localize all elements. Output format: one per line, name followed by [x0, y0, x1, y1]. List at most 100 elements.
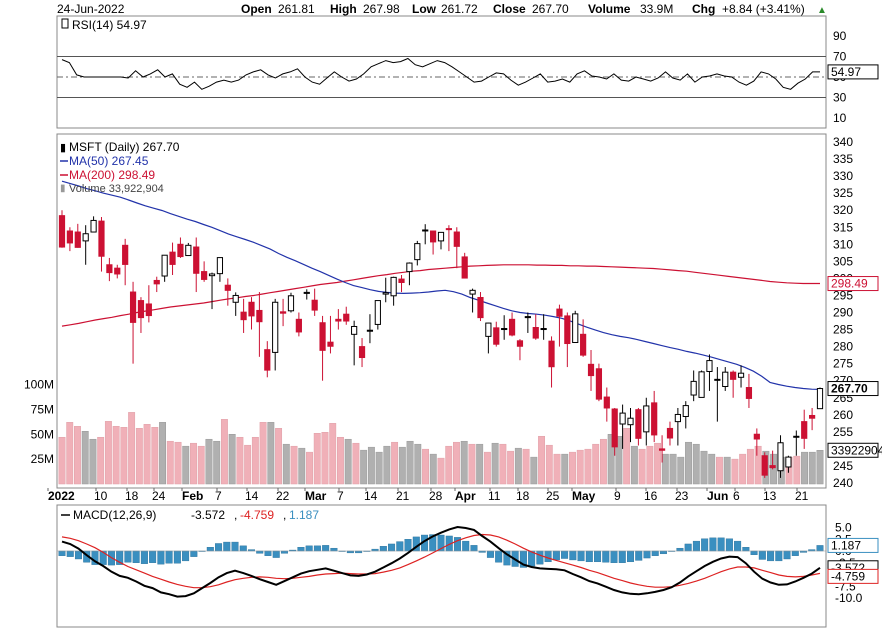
legend-hist-value: 1.187 [289, 508, 319, 522]
candlestick [248, 297, 255, 330]
candle-body [66, 230, 73, 244]
x-axis-label: 28 [429, 489, 443, 503]
volume-bar [128, 412, 136, 485]
candlestick [540, 314, 547, 340]
volume-bar [166, 440, 174, 485]
candlestick [619, 404, 626, 449]
price-tick-label: 305 [833, 254, 853, 268]
candle-body [730, 371, 737, 380]
candle-body [58, 215, 66, 248]
axis-layer: 9070503010340335330325320315310305300295… [24, 29, 882, 605]
volume-layer [58, 412, 824, 485]
candlestick [493, 321, 500, 347]
legend-ticker: MSFT (Daily) 267.70 [69, 140, 180, 154]
candlestick [666, 421, 674, 446]
x-axis-label: 7 [215, 489, 222, 503]
candle-body [122, 244, 129, 265]
volume-bar [422, 448, 429, 485]
candlestick [208, 272, 216, 310]
candlestick [793, 430, 800, 456]
volume-bar [460, 440, 468, 485]
candle-body [761, 455, 768, 476]
candle-body [287, 295, 295, 312]
candle-body [635, 409, 642, 439]
volume-bar [352, 442, 360, 485]
x-axis-label: 2022 [48, 489, 75, 503]
candlestick [548, 336, 555, 388]
volume-bar [367, 446, 375, 485]
candlestick [366, 314, 374, 344]
candle-body [540, 328, 547, 331]
header-chg-value: +8.84 (+3.41%) [722, 2, 805, 16]
macd-histogram-bar [462, 540, 470, 552]
x-axis-label: 22 [276, 489, 290, 503]
candle-body [595, 368, 603, 400]
x-axis-label: 9 [614, 489, 621, 503]
candle-body [809, 414, 816, 419]
volume-bar [306, 451, 313, 485]
candlestick [193, 237, 200, 293]
legend-ma200: MA(200) 298.49 [69, 168, 155, 182]
candle-body [485, 322, 492, 337]
candle-body [658, 448, 666, 451]
macd-histogram-bar [544, 550, 552, 563]
volume-bar [638, 448, 646, 485]
candlestick [627, 407, 634, 443]
ma200-tag: 298.49 [831, 277, 868, 291]
volume-bar [646, 445, 654, 485]
price-tick-label: 340 [833, 135, 853, 149]
candlestick [327, 315, 334, 354]
macd-histogram-bar [470, 545, 478, 552]
candlestick [114, 264, 121, 279]
price-tick-label: 285 [833, 323, 853, 337]
volume-bar [553, 453, 561, 485]
candlestick [674, 407, 681, 446]
price-tick-label: 280 [833, 340, 853, 354]
candle-body [256, 309, 263, 323]
volume-bar [228, 434, 236, 485]
macd-tick-label: -10.0 [835, 591, 863, 605]
candle-body [358, 346, 366, 359]
volume-bar [731, 458, 739, 485]
price-tick-label: 245 [833, 459, 853, 473]
macd-line [61, 525, 821, 598]
macd-histogram-bar [750, 550, 758, 555]
price-tick-label: 240 [833, 476, 853, 490]
candlestick [390, 276, 397, 306]
candle-body [74, 231, 81, 248]
candle-body [161, 254, 168, 277]
candlestick [82, 225, 89, 265]
candle-body [169, 251, 176, 265]
candle-body [232, 294, 239, 303]
candlestick [351, 320, 358, 366]
volume-bar [545, 444, 553, 485]
volume-bar [66, 422, 74, 485]
rsi-legend: RSI(14) 54.97 [61, 18, 147, 32]
candle-body [153, 279, 160, 285]
price-tick-label: 275 [833, 357, 853, 371]
volume-bar [599, 438, 607, 485]
candlestick [635, 407, 642, 446]
macd-histogram-bar [264, 550, 272, 556]
candle-body [816, 388, 824, 410]
candlestick [422, 224, 429, 245]
volume-bar [290, 445, 298, 485]
candle-body [82, 233, 89, 242]
close-price-tag-box [827, 381, 879, 397]
volume-bar [530, 456, 538, 485]
volume-bar [685, 441, 692, 485]
candlestick [595, 363, 603, 402]
candle-body [311, 299, 318, 311]
candlestick [564, 312, 571, 368]
macd-histogram-bar [272, 550, 280, 558]
volume-bar [592, 443, 600, 485]
x-axis-label: 10 [94, 489, 108, 503]
macd-histogram-bar [610, 550, 618, 563]
candlestick [122, 238, 129, 286]
header-close-label: Close [493, 2, 526, 16]
volume-bar [251, 436, 259, 485]
rsi-label: RSI(14) 54.97 [72, 18, 147, 32]
price-tick-label: 315 [833, 220, 853, 234]
volume-bar [715, 456, 723, 485]
macd-histogram-bar [577, 550, 585, 562]
